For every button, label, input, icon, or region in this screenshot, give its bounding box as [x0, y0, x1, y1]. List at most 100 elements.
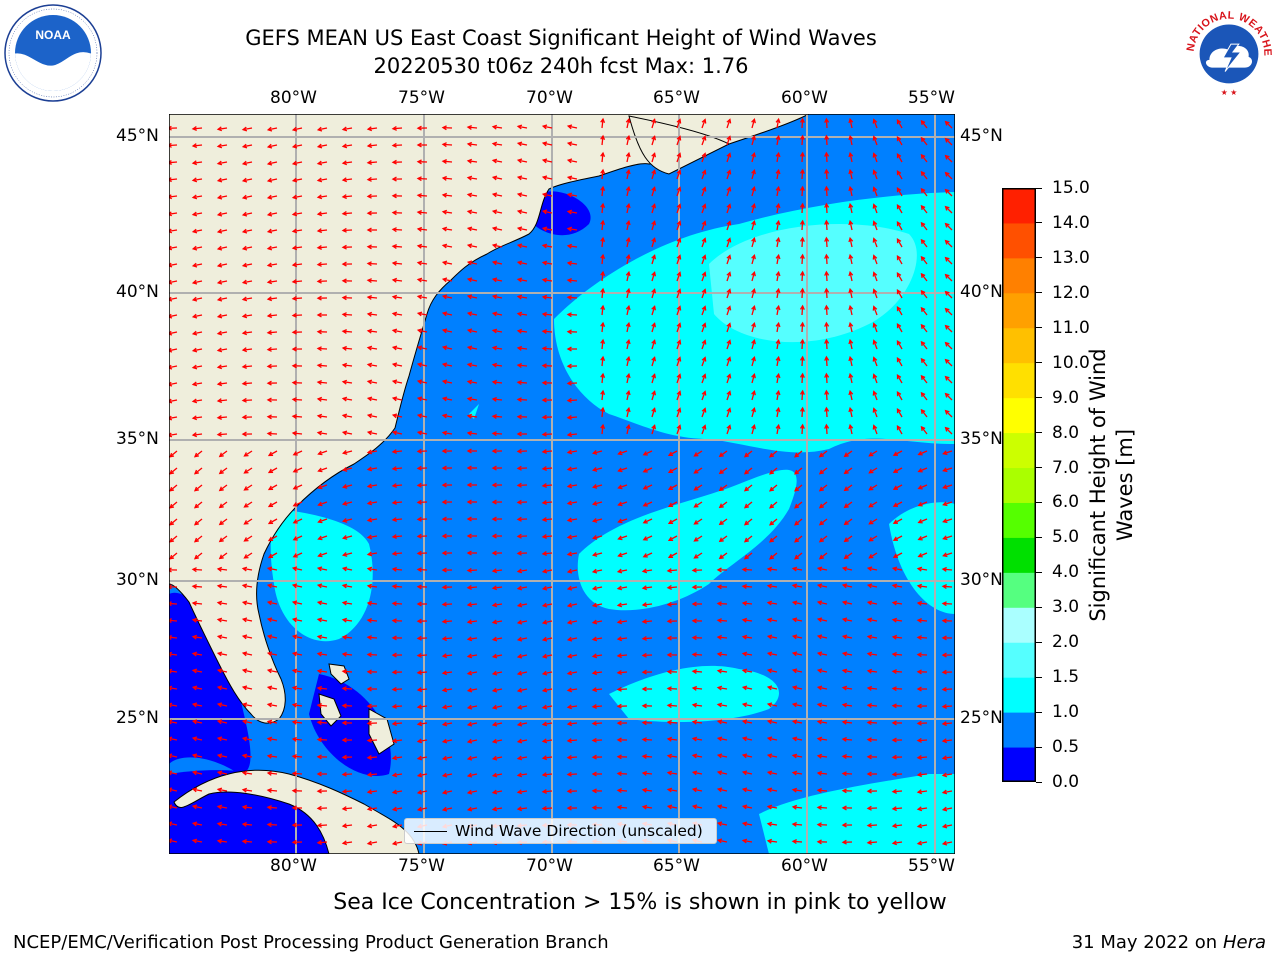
- wave-direction-arrowhead: [169, 432, 173, 438]
- wave-direction-arrowhead: [391, 483, 397, 489]
- wave-direction-arrow: [651, 374, 656, 384]
- wave-direction-arrowhead: [791, 804, 798, 810]
- wave-direction-arrow: [693, 788, 703, 792]
- wave-direction-arrow: [219, 552, 228, 559]
- wave-direction-arrow: [768, 652, 778, 656]
- wave-direction-arrow: [193, 246, 203, 250]
- wave-direction-arrowhead: [676, 271, 682, 277]
- wave-direction-arrow: [443, 278, 453, 282]
- wave-direction-arrowhead: [600, 219, 606, 226]
- wave-direction-arrowhead: [769, 554, 775, 560]
- wave-direction-arrowhead: [466, 328, 473, 334]
- wave-direction-arrow: [493, 261, 503, 265]
- wave-direction-arrow: [543, 671, 553, 675]
- wave-direction-arrowhead: [625, 117, 631, 124]
- wave-direction-arrowhead: [676, 254, 682, 260]
- wave-direction-arrow: [668, 805, 678, 809]
- wave-direction-arrow: [293, 263, 303, 266]
- wave-direction-arrow: [492, 620, 503, 624]
- wave-direction-arrow: [869, 552, 878, 559]
- wave-direction-arrowhead: [366, 311, 373, 317]
- wave-direction-arrow: [218, 771, 228, 775]
- wave-direction-arrow: [244, 467, 253, 474]
- wave-direction-arrowhead: [693, 452, 699, 457]
- wave-direction-arrow: [601, 306, 604, 316]
- wave-direction-arrowhead: [691, 567, 697, 573]
- wave-direction-arrow: [443, 211, 453, 214]
- wave-direction-arrowhead: [241, 804, 248, 810]
- wave-direction-arrowhead: [916, 686, 922, 692]
- wave-direction-arrowhead: [799, 117, 805, 123]
- wave-direction-arrow: [892, 807, 903, 810]
- wave-direction-arrowhead: [666, 635, 672, 641]
- wave-direction-arrow: [742, 585, 753, 588]
- wave-direction-arrow: [769, 501, 778, 509]
- wave-direction-arrow: [819, 552, 828, 560]
- wave-direction-arrow: [267, 806, 278, 809]
- wave-direction-arrow: [193, 686, 203, 690]
- wave-direction-arrow: [768, 737, 778, 741]
- wave-direction-arrow: [567, 552, 578, 556]
- wave-direction-arrowhead: [216, 364, 223, 370]
- wave-direction-arrowhead: [701, 339, 707, 345]
- wave-direction-arrowhead: [366, 823, 373, 829]
- generation-host: Hera: [1222, 932, 1266, 953]
- wave-direction-arrow: [726, 136, 731, 146]
- wave-direction-arrow: [568, 245, 578, 248]
- wave-direction-arrowhead: [616, 804, 622, 810]
- wave-direction-arrowhead: [241, 685, 248, 691]
- wave-direction-arrowhead: [441, 175, 447, 181]
- wave-direction-arrowhead: [241, 702, 248, 708]
- wave-direction-arrowhead: [866, 754, 872, 760]
- wave-direction-arrow: [868, 687, 878, 690]
- gridlines: [169, 114, 955, 854]
- wave-direction-arrowhead: [591, 535, 598, 540]
- wave-direction-arrowhead: [416, 413, 423, 419]
- wave-direction-arrow: [676, 323, 681, 333]
- wave-direction-arrow: [668, 467, 678, 473]
- wave-direction-arrowhead: [892, 536, 898, 541]
- wave-direction-arrowhead: [916, 669, 922, 675]
- wave-direction-arrowhead: [718, 554, 724, 560]
- lat-tick-left: 40°N: [116, 282, 159, 302]
- wave-direction-arrowhead: [917, 467, 923, 473]
- wave-direction-arrowhead: [241, 279, 248, 285]
- wave-direction-arrowhead: [651, 152, 657, 158]
- wave-direction-arrow: [367, 518, 378, 522]
- lon-tick-top: 55°W: [908, 88, 955, 108]
- wave-direction-arrowhead: [341, 737, 347, 743]
- wave-direction-arrow: [643, 501, 653, 507]
- wave-direction-arrowhead: [591, 636, 598, 642]
- wave-direction-arrowhead: [941, 618, 947, 624]
- wave-direction-arrowhead: [316, 430, 323, 436]
- wave-direction-arrowhead: [743, 452, 750, 458]
- wave-direction-arrowhead: [799, 168, 805, 174]
- wave-direction-arrowhead: [566, 585, 573, 591]
- wave-direction-arrowhead: [891, 703, 897, 709]
- wave-direction-arrowhead: [651, 407, 657, 413]
- wave-direction-arrowhead: [944, 171, 950, 177]
- wave-direction-arrowhead: [341, 788, 347, 794]
- colorbar-tick-label: 2.0: [1052, 632, 1080, 653]
- wave-direction-arrowhead: [868, 536, 874, 542]
- wave-direction-arrow: [543, 773, 553, 776]
- wave-direction-arrow: [343, 381, 353, 384]
- wave-direction-arrowhead: [741, 584, 747, 589]
- wave-direction-arrowhead: [892, 519, 898, 524]
- wave-direction-arrowhead: [341, 617, 348, 623]
- wave-direction-arrowhead: [741, 719, 748, 725]
- wave-direction-arrowhead: [216, 736, 223, 742]
- wave-direction-arrow: [443, 756, 453, 760]
- wave-direction-arrow: [873, 289, 878, 299]
- wave-direction-arrowhead: [600, 202, 606, 209]
- wave-direction-arrowhead: [466, 533, 472, 539]
- wave-direction-arrowhead: [516, 226, 523, 232]
- wave-direction-arrow: [193, 297, 203, 301]
- wave-direction-arrowhead: [896, 221, 902, 227]
- wave-direction-arrowhead: [941, 669, 947, 675]
- wave-direction-arrowhead: [291, 651, 298, 657]
- wave-direction-arrow: [468, 160, 478, 163]
- wave-direction-arrowhead: [241, 583, 248, 589]
- wave-direction-arrowhead: [366, 176, 372, 182]
- wave-direction-arrowhead: [366, 466, 373, 472]
